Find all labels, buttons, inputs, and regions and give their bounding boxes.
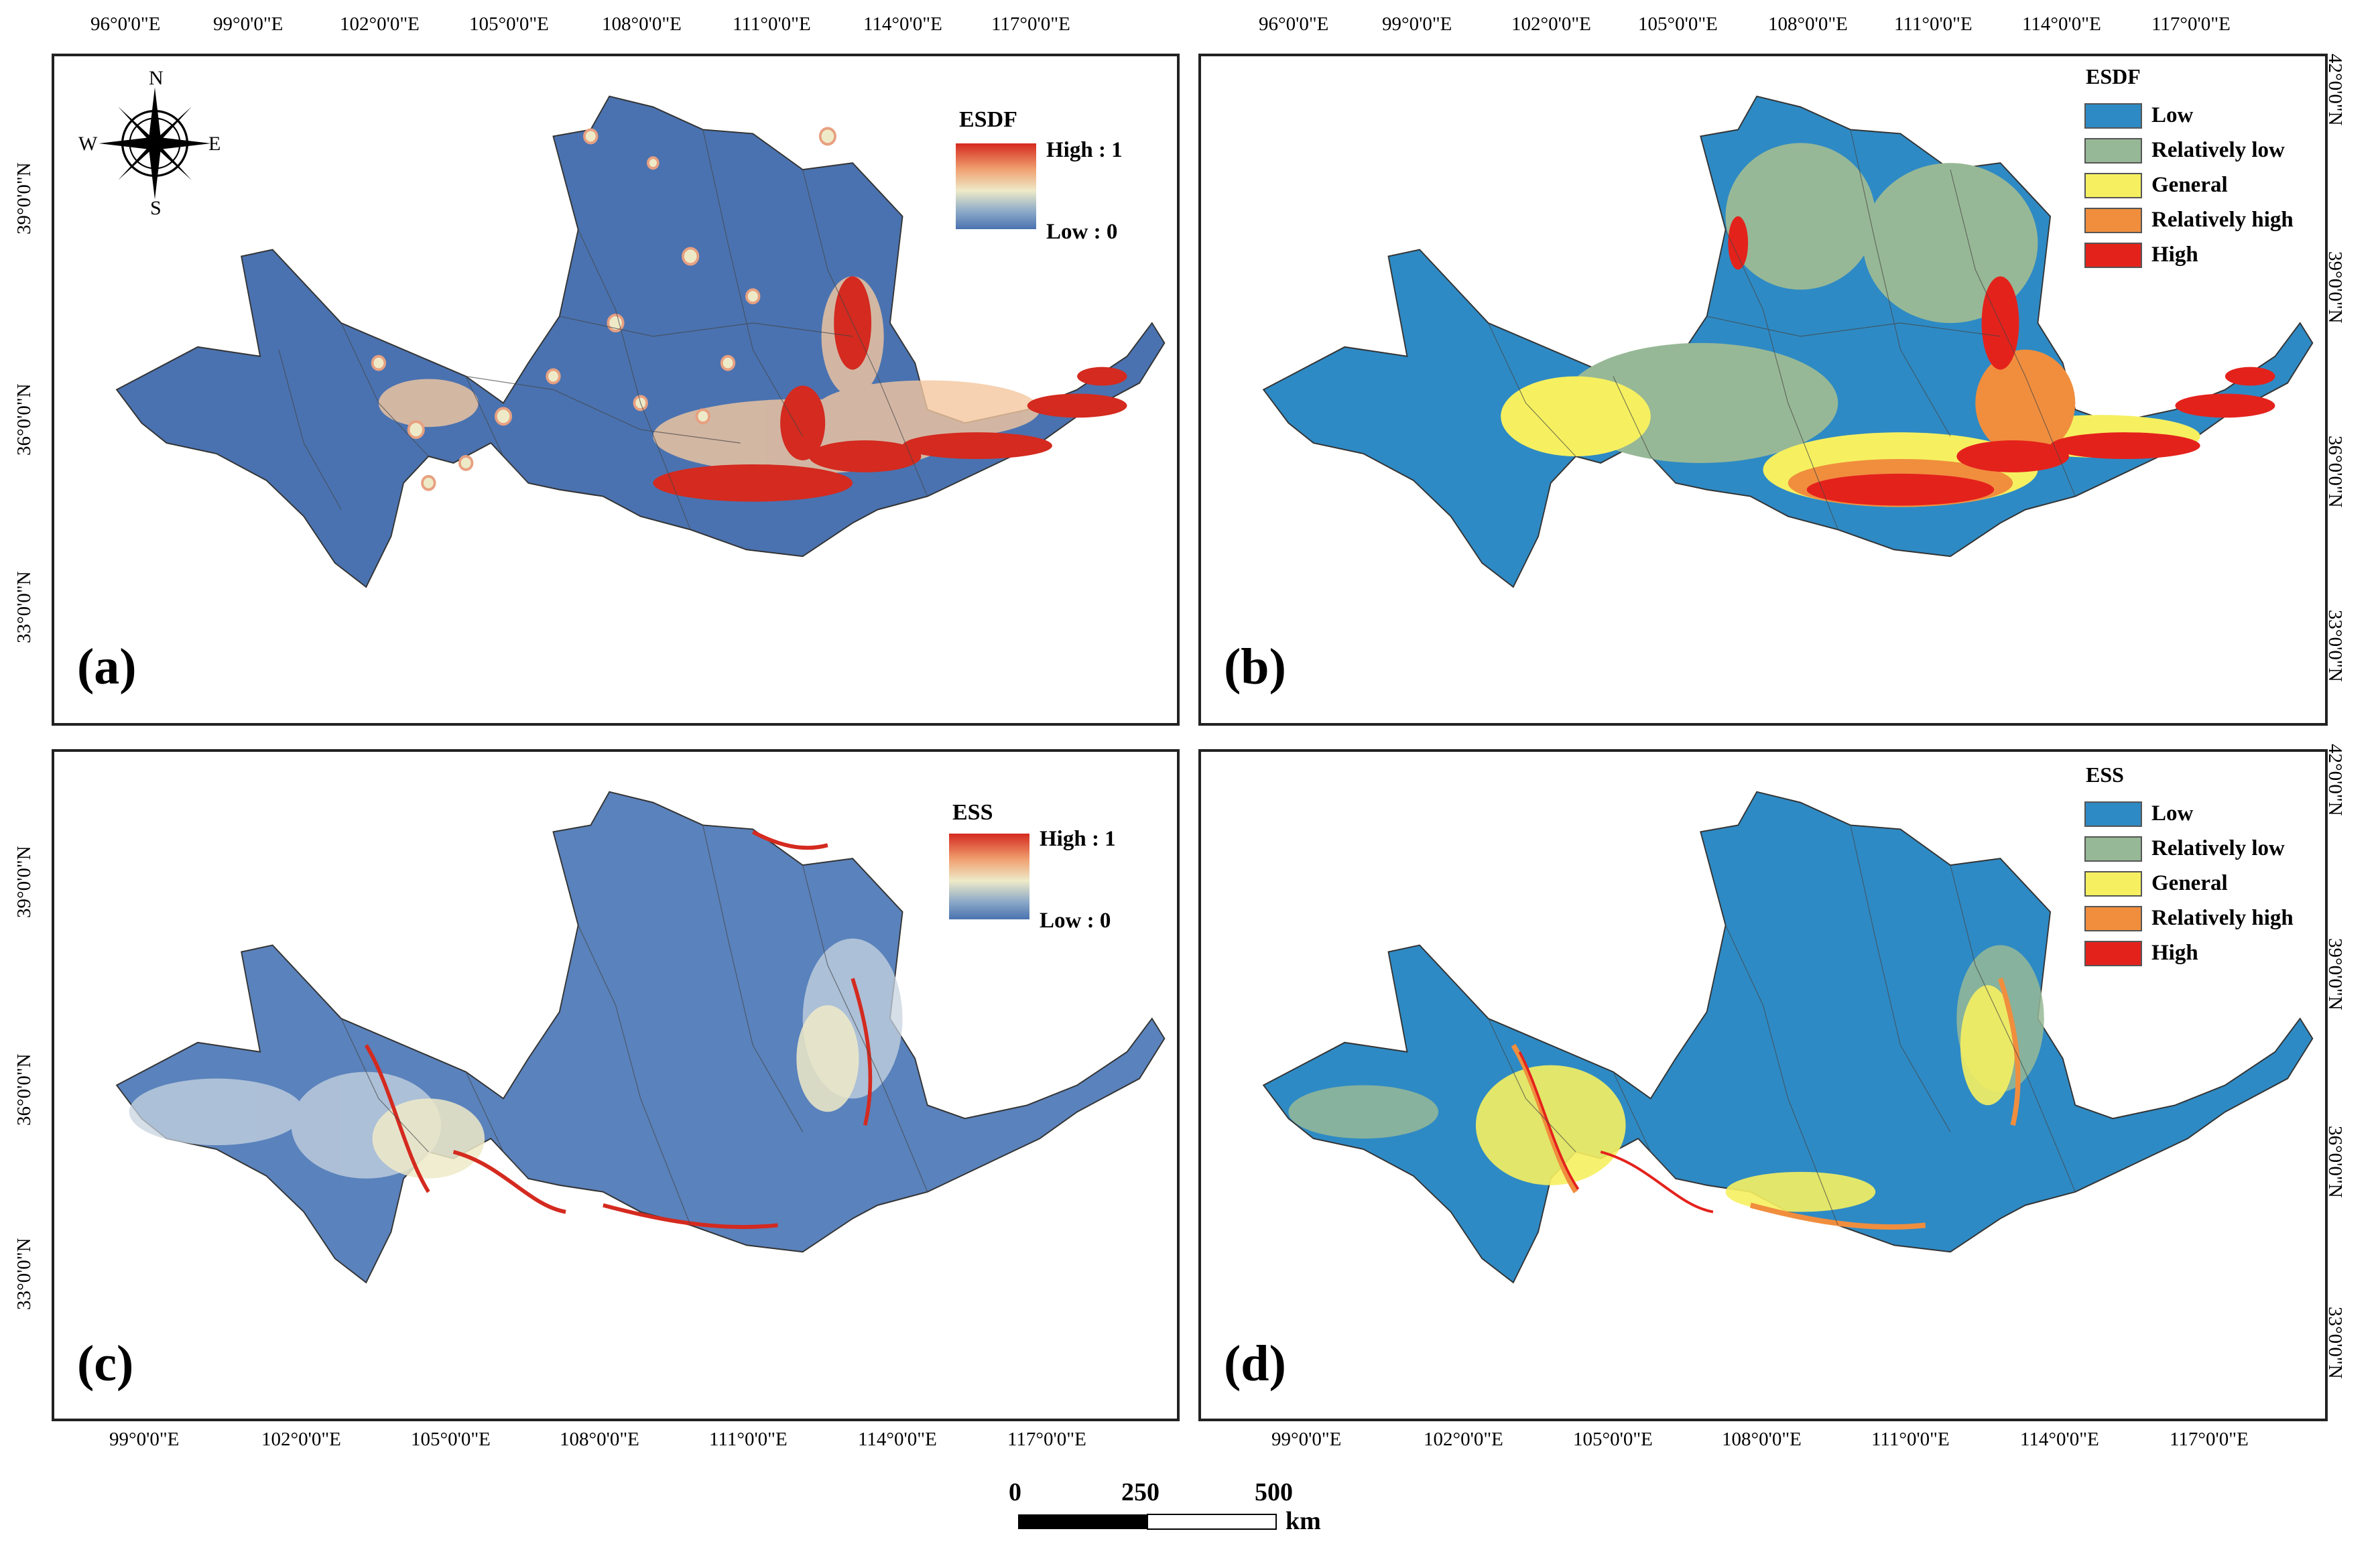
legend-title: ESS — [952, 800, 993, 825]
lon-label: 114°0'0"E — [2022, 13, 2101, 35]
panel-c: ESS High : 1 Low : 0 (c) — [52, 749, 1180, 1421]
legend-gradient-bar — [949, 834, 1029, 919]
legend-swatch-high — [2084, 941, 2142, 966]
compass-e: E — [208, 133, 221, 155]
lon-label: 105°0'0"E — [411, 1429, 491, 1450]
lon-label: 99°0'0"E — [213, 13, 284, 35]
legend-class-label: Low — [2151, 801, 2194, 826]
lon-label: 117°0'0"E — [991, 13, 1070, 35]
lon-label: 105°0'0"E — [469, 13, 549, 35]
lon-label: 102°0'0"E — [1424, 1429, 1503, 1450]
legend-swatch-relatively-low — [2084, 138, 2142, 164]
lon-label: 108°0'0"E — [560, 1429, 639, 1450]
legend-swatch-relatively-low — [2084, 836, 2142, 862]
esdf-classified-map — [1263, 95, 2314, 588]
legend-title: ESDF — [2086, 64, 2141, 88]
lat-label: 33°0'0"N — [13, 571, 35, 643]
compass-n: N — [149, 67, 164, 89]
scale-label-250: 250 — [1121, 1478, 1160, 1506]
legend-swatch-general — [2084, 173, 2142, 198]
lat-label: 33°0'0"N — [13, 1238, 35, 1310]
legend-class-label: General — [2151, 173, 2228, 197]
lon-label: 102°0'0"E — [261, 1429, 341, 1450]
lat-label: 39°0'0"N — [13, 162, 35, 235]
lon-label: 117°0'0"E — [2151, 13, 2231, 35]
legend-swatch-general — [2084, 871, 2142, 897]
lon-label: 114°0'0"E — [863, 13, 942, 35]
scale-unit: km — [1286, 1507, 1321, 1535]
legend-title: ESDF — [959, 107, 1017, 132]
panel-a: N S W E ESDF High : 1 Low : 0 (a) — [52, 54, 1180, 726]
compass-rose-icon — [99, 87, 211, 200]
legend-swatch-high — [2084, 243, 2142, 268]
lon-label: 102°0'0"E — [340, 13, 420, 35]
legend-class-label: High — [2151, 941, 2198, 965]
legend-class-label: Relatively high — [2151, 906, 2294, 930]
lon-label: 99°0'0"E — [109, 1429, 180, 1450]
lon-label: 111°0'0"E — [1871, 1429, 1950, 1450]
legend-class-label: Low — [2151, 103, 2194, 127]
lon-label: 99°0'0"E — [1382, 13, 1452, 35]
lon-label: 99°0'0"E — [1271, 1429, 1342, 1450]
legend-class-label: Relatively low — [2151, 836, 2285, 860]
lon-label: 111°0'0"E — [1894, 13, 1972, 35]
lon-label: 96°0'0"E — [90, 13, 161, 35]
ess-classified-map — [1263, 791, 2314, 1284]
legend-swatch-low — [2084, 103, 2142, 129]
panel-letter: (c) — [77, 1335, 134, 1392]
lon-label: 114°0'0"E — [858, 1429, 937, 1450]
legend-class-label: High — [2151, 243, 2198, 267]
legend-high-label: High : 1 — [1046, 138, 1123, 162]
panel-d: ESS Low Relatively low General Relativel… — [1198, 749, 2328, 1421]
compass-s: S — [150, 197, 162, 219]
panel-letter: (b) — [1224, 639, 1286, 695]
legend-class-label: General — [2151, 871, 2228, 895]
lon-label: 111°0'0"E — [733, 13, 811, 35]
legend-swatch-low — [2084, 801, 2142, 827]
compass-w: W — [78, 133, 98, 155]
lon-label: 117°0'0"E — [2170, 1429, 2249, 1450]
lon-label: 105°0'0"E — [1573, 1429, 1653, 1450]
lon-label: 96°0'0"E — [1259, 13, 1329, 35]
ess-continuous-map — [116, 791, 1166, 1284]
scale-label-0: 0 — [1009, 1478, 1021, 1506]
panel-b: ESDF Low Relatively low General Relative… — [1198, 54, 2328, 726]
legend-low-label: Low : 0 — [1040, 909, 1111, 933]
legend-class-label: Relatively low — [2151, 138, 2285, 162]
lon-label: 105°0'0"E — [1638, 13, 1718, 35]
panel-letter: (d) — [1224, 1335, 1286, 1392]
lon-label: 117°0'0"E — [1007, 1429, 1086, 1450]
scale-bar-graphic — [1018, 1514, 1277, 1530]
lat-label: 39°0'0"N — [13, 846, 35, 918]
legend-low-label: Low : 0 — [1046, 220, 1118, 244]
legend-gradient-bar — [956, 143, 1036, 229]
legend-title: ESS — [2086, 763, 2124, 787]
lon-label: 114°0'0"E — [2020, 1429, 2099, 1450]
lon-label: 108°0'0"E — [1768, 13, 1848, 35]
lon-label: 111°0'0"E — [709, 1429, 788, 1450]
legend-swatch-relatively-high — [2084, 906, 2142, 931]
legend-high-label: High : 1 — [1040, 827, 1116, 851]
panel-letter: (a) — [77, 639, 137, 695]
legend-swatch-relatively-high — [2084, 208, 2142, 233]
lat-label: 36°0'0"N — [13, 1053, 35, 1126]
lon-label: 102°0'0"E — [1511, 13, 1591, 35]
lon-label: 108°0'0"E — [602, 13, 682, 35]
legend-class-label: Relatively high — [2151, 208, 2294, 232]
lat-label: 36°0'0"N — [13, 383, 35, 456]
lon-label: 108°0'0"E — [1722, 1429, 1802, 1450]
esdf-continuous-map — [116, 95, 1166, 588]
scale-label-500: 500 — [1255, 1478, 1293, 1506]
